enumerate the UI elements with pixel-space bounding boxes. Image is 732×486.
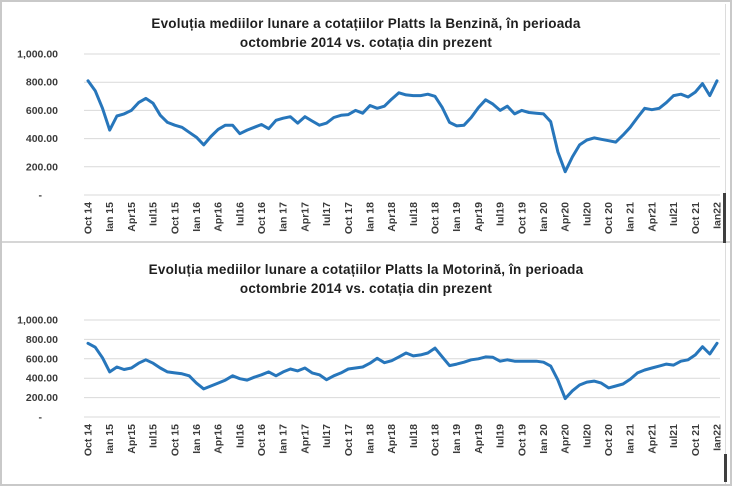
benzina-chart-title-line-2: octombrie 2014 vs. cotația din prezent: [239, 35, 493, 50]
x-axis-label: Apr20: [560, 424, 572, 454]
x-axis-label: Iul21: [668, 424, 680, 448]
x-axis-label: Ian 21: [625, 424, 637, 454]
x-axis-label: Apr17: [299, 424, 311, 454]
x-axis-label: Apr15: [126, 202, 138, 232]
y-axis-label: -: [39, 190, 43, 202]
x-axis-label: Ian22: [712, 424, 724, 451]
benzina-chart-title-line-1: Evoluția mediilor lunare a cotațiilor Pl…: [151, 16, 581, 31]
y-axis-label: 800.00: [26, 334, 58, 346]
x-axis-label: Apr19: [473, 202, 485, 232]
right-edge-mark-bottom: [724, 454, 727, 482]
motorina-chart-title-line-1: Evoluția mediilor lunare a cotațiilor Pl…: [148, 262, 584, 277]
x-axis-label: Iul15: [148, 424, 160, 448]
x-axis-label: Iul19: [495, 424, 507, 448]
x-axis-label: Ian 19: [451, 202, 463, 232]
x-axis-label: Oct 20: [603, 202, 615, 234]
x-axis-label: Iul20: [581, 202, 593, 226]
x-axis-label: Oct 14: [83, 424, 95, 456]
y-axis-label: 200.00: [26, 392, 58, 404]
x-axis-label: Apr15: [126, 424, 138, 454]
y-axis-label: -: [39, 412, 43, 424]
data-line: [86, 341, 719, 401]
x-axis-label: Iul21: [668, 202, 680, 226]
x-axis-label: Oct 15: [169, 424, 181, 456]
x-axis-label: Apr16: [213, 202, 225, 232]
x-axis-label: Ian 16: [191, 424, 203, 454]
benzina-chart-panel: 1,000.00 800.00 600.00 400.00 200.00 - Oct 14 I…: [2, 2, 730, 243]
motorina-chart-title-line-2: octombrie 2014 vs. cotația din prezent: [239, 281, 493, 296]
motorina-line-chart: 1,000.00 800.00 600.00 400.00 200.00 - Oct 14 I…: [17, 315, 724, 457]
y-axis-label: 600.00: [26, 105, 58, 117]
x-axis-label: Ian 20: [538, 424, 550, 454]
x-axis-label: Ian22: [712, 202, 724, 229]
data-line: [86, 79, 719, 174]
right-inner-border: [725, 4, 726, 484]
x-axis-label: Apr18: [386, 424, 398, 454]
x-axis-label: Oct 16: [256, 424, 268, 456]
benzina-line-chart: 1,000.00 800.00 600.00 400.00 200.00 - Oct 14 I…: [17, 49, 724, 235]
x-axis-label: Ian 17: [278, 202, 290, 232]
x-axis-label: Oct 14: [83, 202, 95, 234]
y-axis-label: 200.00: [26, 161, 58, 173]
motorina-chart-panel: 1,000.00 800.00 600.00 400.00 200.00 - Oct 14 I…: [2, 243, 730, 484]
x-axis-label: Oct 18: [430, 202, 442, 234]
x-axis-label: Ian 17: [278, 424, 290, 454]
x-axis-label: Oct 19: [516, 202, 528, 234]
x-axis-label: Oct 18: [430, 424, 442, 456]
x-axis-label: Oct 19: [516, 424, 528, 456]
x-axis-label: Apr20: [560, 202, 572, 232]
x-axis-label: Ian 15: [104, 202, 116, 232]
x-axis-label: Iul19: [495, 202, 507, 226]
benzina-chart-title: Evoluția mediilor lunare a cotațiilor Pl…: [2, 14, 730, 52]
x-axis-label: Apr18: [386, 202, 398, 232]
motorina-chart-title: Evoluția mediilor lunare a cotațiilor Pl…: [2, 260, 730, 298]
x-axis-label: Oct 20: [603, 424, 615, 456]
right-edge-mark-top: [723, 193, 726, 243]
x-axis-label: Ian 15: [104, 424, 116, 454]
x-axis-label: Ian 20: [538, 202, 550, 232]
y-axis-label: 1,000.00: [17, 315, 58, 327]
x-axis-label: Ian 18: [364, 202, 376, 232]
x-axis-label: Iul17: [321, 424, 333, 448]
y-axis-label: 400.00: [26, 373, 58, 385]
x-axis-label: Iul20: [581, 424, 593, 448]
x-axis-label: Apr21: [646, 202, 658, 232]
x-axis-label: Ian 19: [451, 424, 463, 454]
x-axis-label: Oct 17: [343, 202, 355, 234]
x-axis-label: Iul18: [408, 424, 420, 448]
x-axis-label: Iul17: [321, 202, 333, 226]
x-axis-label: Apr16: [213, 424, 225, 454]
x-axis-label: Oct 17: [343, 424, 355, 456]
x-axis-label: Apr19: [473, 424, 485, 454]
x-axis-label: Apr17: [299, 202, 311, 232]
y-axis-label: 800.00: [26, 77, 58, 89]
x-axis-label: Oct 21: [690, 202, 702, 234]
x-axis-label: Apr21: [646, 424, 658, 454]
x-axis-label: Ian 21: [625, 202, 637, 232]
x-axis-label: Iul16: [234, 424, 246, 448]
y-axis-label: 400.00: [26, 133, 58, 145]
x-axis-label: Iul16: [234, 202, 246, 226]
x-axis-label: Oct 16: [256, 202, 268, 234]
x-axis-label: Oct 15: [169, 202, 181, 234]
x-axis-label: Ian 16: [191, 202, 203, 232]
y-axis-label: 600.00: [26, 353, 58, 365]
y-axis-label: 1,000.00: [17, 49, 58, 61]
x-axis-label: Oct 21: [690, 424, 702, 456]
x-axis-label: Ian 18: [364, 424, 376, 454]
x-axis-label: Iul15: [148, 202, 160, 226]
x-axis-label: Iul18: [408, 202, 420, 226]
